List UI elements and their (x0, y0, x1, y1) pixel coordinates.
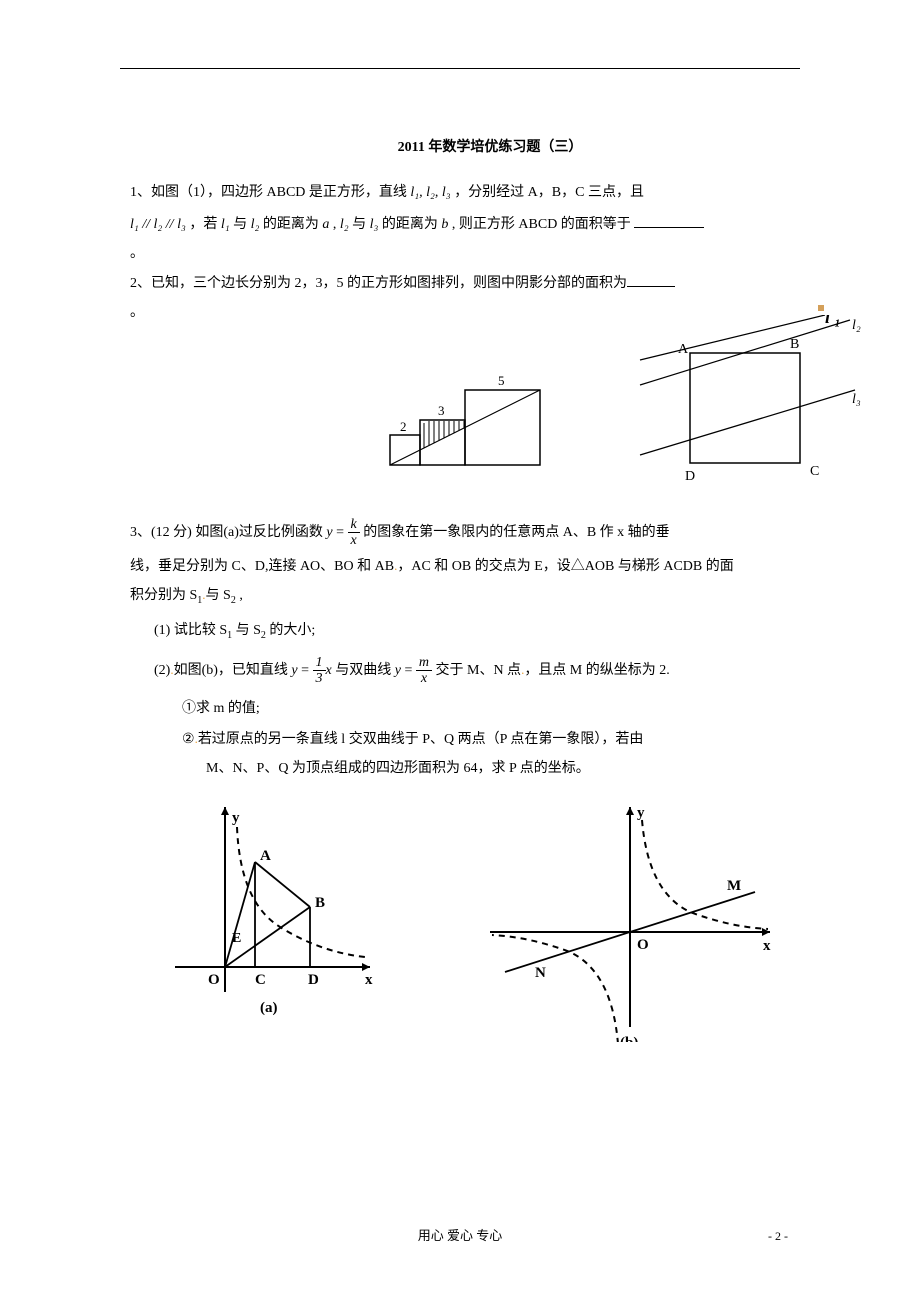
q1-l2d: 与 (233, 217, 247, 232)
q3-part1: (1) 试比较 S1 与 S2 的大小; (130, 618, 850, 645)
diagram-row: 2 3 5 A B C D l ₁ l₂ l₃ (130, 335, 850, 505)
gb-y: y (637, 805, 645, 821)
q1-l2n: , 则正方形 ABCD 的面积等于 (452, 217, 631, 232)
q3-l3c: , (236, 588, 243, 603)
document-content: 2011 年数学培优练习题（三） 1、如图（1），四边形 ABCD 是正方形，直… (130, 135, 850, 1072)
q1-l2m: b (441, 217, 448, 232)
q3-part2-3: M、N、P、Q 为顶点组成的四边形面积为 64，求 P 点的坐标。 (130, 756, 850, 783)
q1-text-a: 1、如图（1），四边形 ABCD 是正方形，直线 (130, 185, 407, 200)
q1-l2g: a (322, 217, 329, 232)
q3-l1b: 的图象在第一象限内的任意两点 A、B 作 x 轴的垂 (363, 525, 669, 540)
q1-l2c: l₁ (221, 217, 230, 232)
q1-l2a: l₁ // l₂ // l₃ (130, 217, 186, 232)
ga-C: C (255, 972, 266, 988)
q3-l3b: 与 S (206, 588, 231, 603)
q3-p22b: 若过原点的另一条直线 l 交双曲线于 P、Q 两点（P 点在第一象限），若由 (198, 732, 644, 747)
q3-line1: 3、(12 分) 如图(a)过反比例函数 y = kx 的图象在第一象限内的任意… (130, 517, 850, 549)
label-l3: l₃ (852, 392, 861, 407)
q3-part2-2: ②.若过原点的另一条直线 l 交双曲线于 P、Q 两点（P 点在第一象限），若由 (130, 727, 850, 754)
doc-title: 2011 年数学培优练习题（三） (130, 135, 850, 162)
orange-marker (818, 305, 824, 311)
q3-p22a: ② (182, 732, 195, 747)
gb-O: O (637, 937, 649, 953)
q3-frac2: 13 (313, 655, 326, 687)
label-l1: l ₁ (825, 315, 841, 327)
q3-frac3: mx (416, 655, 432, 687)
q3-p2a: (2) (154, 663, 170, 678)
graph-b: y x M N O (b) (480, 792, 790, 1042)
q1-l2e: l₂ (251, 217, 260, 232)
ga-E: E (232, 931, 241, 946)
frac2-den: 3 (313, 671, 326, 686)
label-5: 5 (498, 373, 505, 388)
frac2-num: 1 (313, 655, 326, 671)
ga-O: O (208, 972, 220, 988)
q2-text: 2、已知，三个边长分别为 2，3，5 的正方形如图排列，则图中阴影分部的面积为 (130, 276, 627, 291)
label-3: 3 (438, 403, 445, 418)
q1-text-b: ，分别经过 A，B，C 三点，且 (454, 185, 644, 200)
q3-line3: 积分别为 S1.与 S2 , (130, 583, 850, 610)
ga-D: D (308, 972, 319, 988)
q1-l2b: ，若 (189, 217, 217, 232)
q3-l2b: ，AC 和 OB 的交点为 E，设△AOB 与梯形 ACDB 的面 (397, 559, 733, 574)
ga-y: y (232, 810, 240, 826)
eq2-x: x (326, 663, 332, 678)
q2-line: 2、已知，三个边长分别为 2，3，5 的正方形如图排列，则图中阴影分部的面积为 (130, 271, 850, 298)
gb-x: x (763, 938, 771, 954)
eq2-y: y (291, 663, 297, 678)
footer-page-number: - 2 - (768, 1229, 788, 1244)
q3-part2-1: ①求 m 的值; (130, 696, 850, 723)
ga-B: B (315, 895, 325, 911)
q3-eq1eq: = (333, 525, 348, 540)
q3-eq2txt: 与双曲线 (335, 663, 391, 678)
ga-cap: (a) (260, 1000, 278, 1016)
squares-diagram: 2 3 5 (360, 335, 610, 495)
q3-p1b: 与 S (232, 623, 261, 638)
graph-row: y x A B E O C D (a) y x M N O (b) (130, 792, 850, 1072)
eq3-y: y (395, 663, 401, 678)
q3-p2b: 如图(b)，已知直线 (174, 663, 288, 678)
label-2: 2 (400, 419, 407, 434)
q1-blank (634, 227, 704, 228)
lines-square-diagram: A B C D l ₁ l₂ l₃ (630, 315, 865, 495)
q3-frac1: kx (348, 517, 360, 549)
q1-l2l: 的距离为 (382, 217, 438, 232)
label-B: B (790, 337, 799, 352)
frac1-den: x (348, 533, 360, 548)
q1-line1: 1、如图（1），四边形 ABCD 是正方形，直线 l₁, l₂, l₃ ，分别经… (130, 180, 850, 207)
gb-cap: (b) (620, 1035, 638, 1042)
frac3-num: m (416, 655, 432, 671)
q3-l2: 线，垂足分别为 C、D,连接 AO、BO 和 AB (130, 559, 394, 574)
q3-line2: 线，垂足分别为 C、D,连接 AO、BO 和 AB.，AC 和 OB 的交点为 … (130, 554, 850, 581)
graph-a: y x A B E O C D (a) (170, 792, 390, 1022)
q3-p2d: ，且点 M 的纵坐标为 2. (524, 663, 669, 678)
q1-l2j: 与 (352, 217, 366, 232)
q1-l2i: l₂ (340, 217, 349, 232)
frac1-num: k (348, 517, 360, 533)
page-top-rule (120, 68, 800, 69)
gb-N: N (535, 965, 546, 981)
q3-part2: (2).如图(b)，已知直线 y = 13x 与双曲线 y = mx 交于 M、… (130, 655, 850, 687)
q1-line2: l₁ // l₂ // l₃ ，若 l₁ 与 l₂ 的距离为 a , l₂ 与 … (130, 212, 850, 239)
q3-p1c: 的大小; (266, 623, 315, 638)
frac3-den: x (416, 671, 432, 686)
q3-l1a: 3、(12 分) 如图(a)过反比例函数 (130, 525, 323, 540)
q1-l2h: , (333, 217, 337, 232)
q3-l3a: 积分别为 S (130, 588, 197, 603)
q1-l2k: l₃ (370, 217, 379, 232)
label-l2: l₂ (852, 318, 861, 333)
label-C: C (810, 464, 819, 479)
q1-l2f: 的距离为 (263, 217, 319, 232)
q3-p2c: 交于 M、N 点 (436, 663, 522, 678)
ga-x: x (365, 972, 373, 988)
label-A: A (678, 342, 689, 357)
q2-blank (627, 286, 675, 287)
q1-period: 。 (130, 241, 850, 268)
gb-M: M (727, 878, 741, 894)
ga-A: A (260, 848, 271, 864)
q1-l123: l₁, l₂, l₃ (410, 185, 450, 200)
q3-p1: (1) 试比较 S (154, 623, 227, 638)
label-D: D (685, 469, 695, 484)
